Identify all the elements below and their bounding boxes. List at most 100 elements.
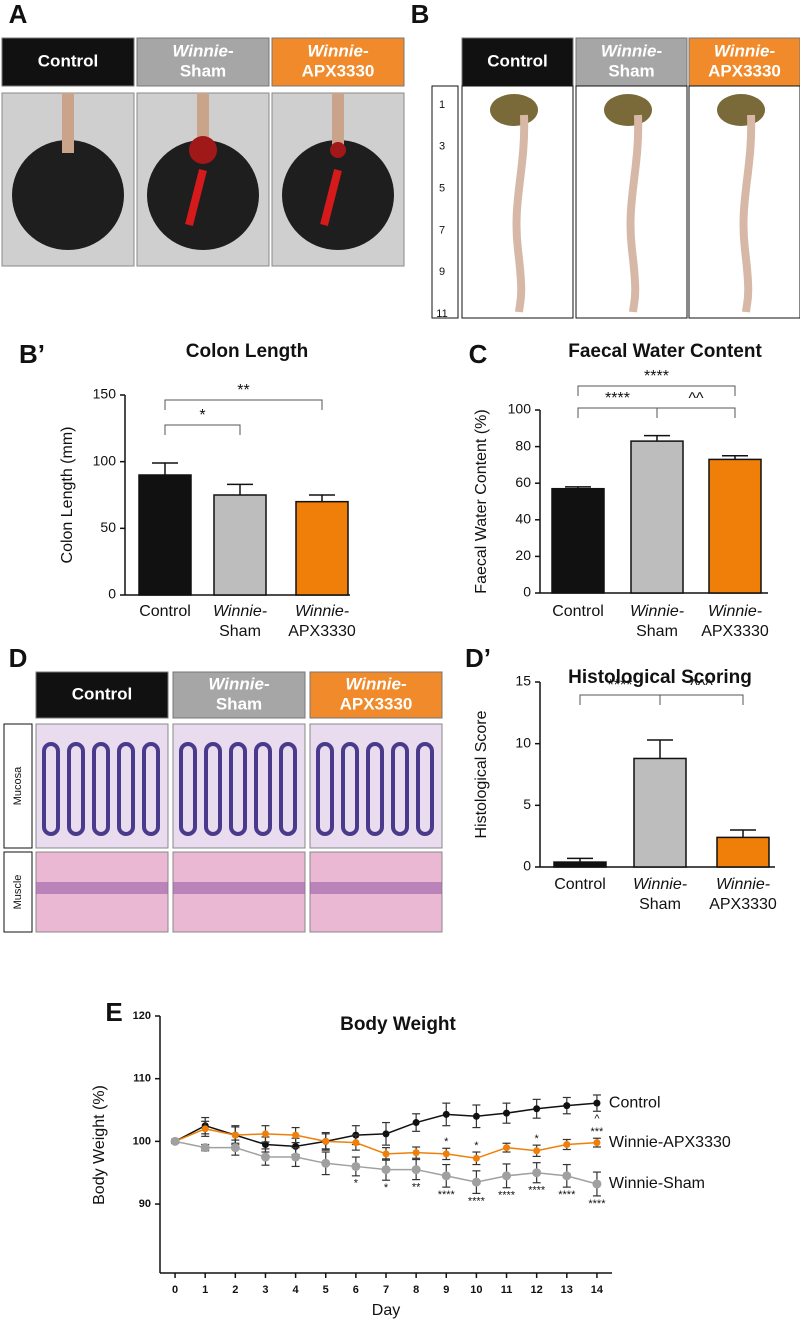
significance-label: **	[237, 382, 249, 399]
photo-crypt	[204, 742, 222, 836]
photo-crypt	[416, 742, 434, 836]
data-point	[351, 1161, 361, 1171]
data-point	[503, 1144, 511, 1152]
photo-colon	[739, 114, 756, 313]
photo-arrow	[320, 169, 342, 226]
photo-mouse	[147, 140, 259, 250]
series-label: Winnie-Sham	[609, 1175, 705, 1192]
significance-label: *	[535, 1133, 540, 1145]
ruler-label: 3	[439, 141, 445, 153]
x-tick-label: Winnie-	[708, 603, 762, 620]
group-header-text: APX3330	[302, 61, 375, 80]
x-tick-label: Sham	[639, 896, 681, 913]
photo-colon	[512, 114, 529, 313]
photo-crypt	[117, 742, 135, 836]
data-point	[261, 1130, 269, 1138]
significance-label: ****	[558, 1189, 576, 1201]
significance-label: ^^^	[690, 677, 713, 694]
x-tick-label: 10	[470, 1284, 482, 1296]
group-header-text: Winnie-	[714, 41, 776, 60]
photo-crypt	[391, 742, 409, 836]
data-point	[382, 1150, 390, 1158]
y-tick-label: 110	[133, 1073, 151, 1085]
photo-mouse	[282, 140, 394, 250]
x-tick-label: 12	[531, 1284, 543, 1296]
chart-title: Histological Scoring	[568, 667, 752, 688]
y-axis-label: Histological Score	[473, 710, 490, 838]
x-tick-label: Sham	[219, 623, 261, 640]
x-tick-label: APX3330	[701, 623, 769, 640]
ruler	[431, 85, 459, 319]
x-tick-label: Sham	[636, 623, 678, 640]
photo-layer	[173, 882, 305, 894]
y-tick-label: 150	[93, 386, 117, 402]
photo-colon	[626, 114, 643, 313]
significance-label: *	[354, 1178, 359, 1190]
x-tick-label: Control	[554, 876, 606, 893]
data-point	[322, 1137, 330, 1145]
photo-crypt	[316, 742, 334, 836]
data-point	[533, 1105, 541, 1113]
significance-label: ^^	[688, 390, 704, 407]
photo-crypt	[254, 742, 272, 836]
series-label: Control	[609, 1094, 661, 1111]
significance-label: ****	[528, 1185, 546, 1197]
data-point	[352, 1139, 360, 1147]
photo-crypt	[341, 742, 359, 836]
group-header	[309, 671, 443, 719]
group-header-text: Winnie-	[307, 41, 369, 60]
data-point	[472, 1112, 480, 1120]
significance-label: ^	[594, 1113, 600, 1125]
row-label: Muscle	[12, 875, 24, 910]
y-tick-label: 0	[108, 586, 116, 602]
x-tick-label: Winnie-	[630, 603, 684, 620]
panel-label: C	[469, 339, 488, 369]
ruler-label: 9	[439, 266, 445, 278]
data-point	[412, 1149, 420, 1157]
photo-cecum	[604, 94, 652, 126]
significance-label: ****	[468, 1195, 486, 1207]
bar	[630, 440, 684, 594]
x-tick-label: 14	[591, 1284, 604, 1296]
bar	[716, 836, 770, 868]
panel-label: D	[9, 643, 28, 673]
data-point	[562, 1171, 572, 1181]
data-point	[381, 1165, 391, 1175]
x-tick-label: APX3330	[288, 623, 356, 640]
group-header-text: Winnie-	[208, 674, 270, 693]
group-header-text: Control	[487, 51, 547, 70]
y-tick-label: 10	[515, 734, 531, 750]
x-tick-label: 11	[501, 1284, 513, 1296]
photo-tail	[62, 93, 74, 153]
x-tick-label: 4	[293, 1284, 300, 1296]
photo-arrow	[185, 169, 207, 226]
y-tick-label: 20	[515, 547, 531, 563]
data-point	[563, 1102, 571, 1110]
group-header-text: Control	[72, 684, 132, 703]
data-point	[231, 1131, 239, 1139]
data-point	[471, 1177, 481, 1187]
bar	[553, 861, 607, 868]
data-point	[201, 1125, 209, 1133]
x-tick-label: 0	[172, 1284, 178, 1296]
data-point	[503, 1109, 511, 1117]
photo-cecum	[717, 94, 765, 126]
group-header-text: Sham	[608, 61, 654, 80]
photo-crypt	[229, 742, 247, 836]
significance-label: *	[444, 1136, 449, 1148]
bar	[295, 500, 349, 596]
significance-bracket	[164, 424, 241, 435]
photo-lesion	[189, 136, 217, 164]
data-point	[382, 1130, 390, 1138]
group-header	[35, 671, 169, 719]
photo-crypt	[179, 742, 197, 836]
photo-lesion	[330, 142, 346, 158]
x-tick-label: 2	[232, 1284, 238, 1296]
y-axis-label: Body Weight (%)	[91, 1085, 108, 1205]
x-tick-label: Winnie-	[633, 876, 687, 893]
x-tick-label: 5	[323, 1284, 329, 1296]
data-point	[563, 1141, 571, 1148]
data-point	[412, 1119, 420, 1127]
y-tick-label: 5	[523, 796, 531, 812]
data-point	[442, 1110, 450, 1118]
